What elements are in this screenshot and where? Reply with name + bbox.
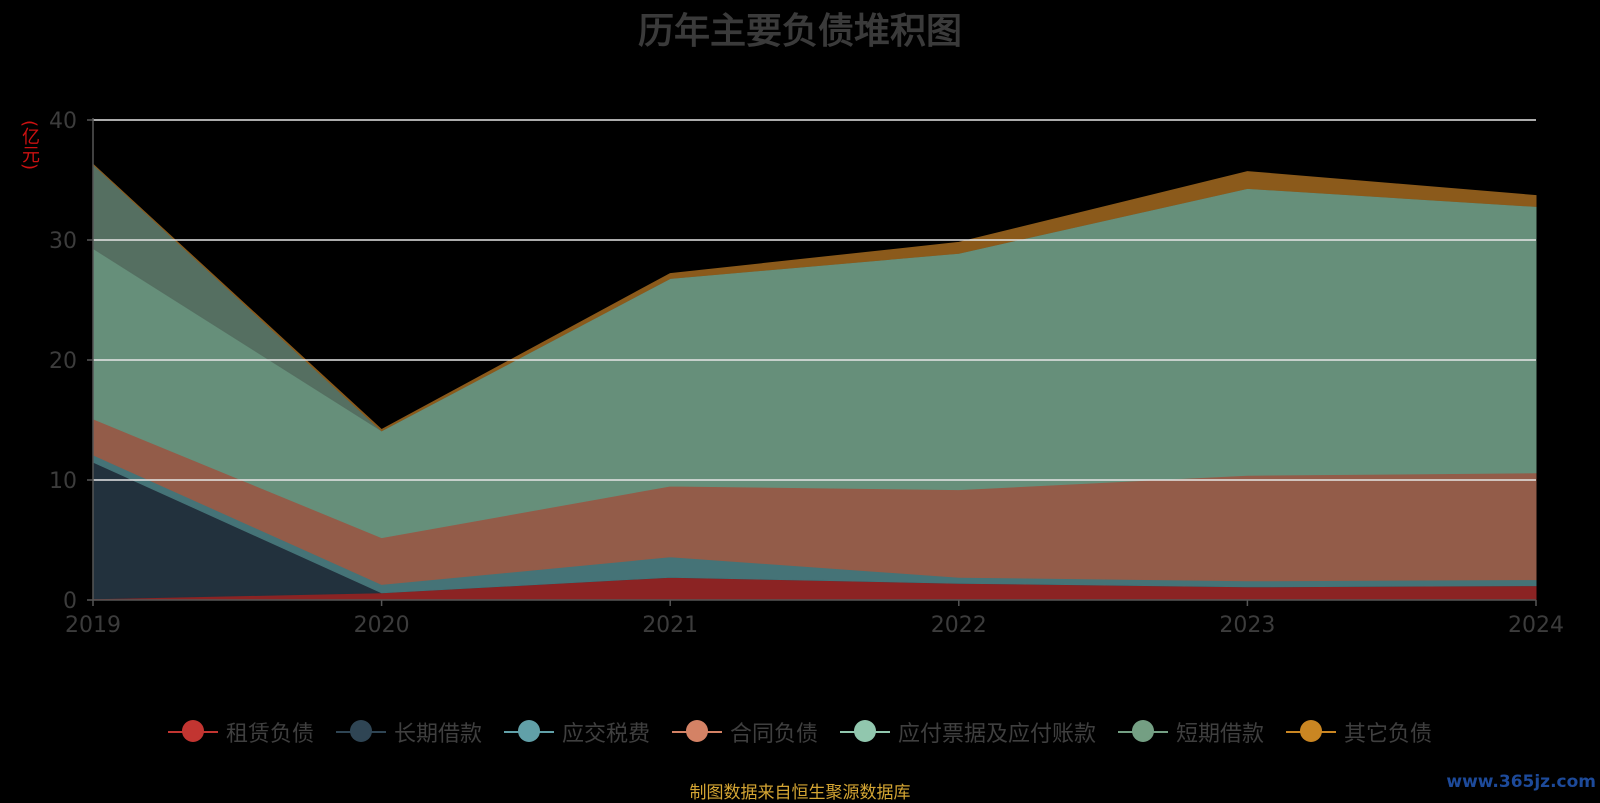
legend-label: 应付票据及应付账款 xyxy=(898,722,1097,747)
x-tick-label: 2021 xyxy=(642,613,698,638)
y-tick-label: 30 xyxy=(49,229,77,254)
legend-label: 租赁负债 xyxy=(225,722,314,747)
legend-item[interactable]: 合同负债 xyxy=(671,716,818,748)
legend-marker-icon xyxy=(1286,719,1337,745)
x-tick-label: 2024 xyxy=(1508,613,1564,638)
legend-item[interactable]: 长期借款 xyxy=(335,716,482,748)
legend-label: 其它负债 xyxy=(1344,722,1433,747)
series-areas xyxy=(92,163,1537,601)
legend-item[interactable]: 应付票据及应付账款 xyxy=(840,716,1096,748)
legend-label: 应交税费 xyxy=(561,722,650,747)
legend-label: 合同负债 xyxy=(729,722,818,747)
watermark: www.365jz.com xyxy=(1446,772,1596,792)
legend-item[interactable]: 其它负债 xyxy=(1286,716,1432,748)
x-tick-label: 2023 xyxy=(1219,613,1275,638)
x-tick-label: 2020 xyxy=(354,613,410,638)
x-tick-label: 2022 xyxy=(931,613,987,638)
tick-labels: 0 10 20 30 40 2019 2020 2021 2022 2023 2024 xyxy=(49,109,1564,638)
y-axis-unit-label: (亿元) xyxy=(19,120,40,171)
gridlines xyxy=(93,119,1536,481)
legend-item[interactable]: 租赁负债 xyxy=(167,716,314,748)
series-area-7 xyxy=(92,164,1537,432)
legend-label: 短期借款 xyxy=(1176,722,1265,747)
legend-marker-icon xyxy=(671,719,722,745)
y-tick-label: 0 xyxy=(63,589,77,614)
source-note: 制图数据来自恒生聚源数据库 xyxy=(689,783,911,803)
y-tick-label: 10 xyxy=(49,469,77,494)
legend: 租赁负债 长期借款 应交税费 合同负债 应付票据及应付账款 短期借款 其它负债 xyxy=(0,716,1600,748)
legend-marker-icon xyxy=(840,719,890,745)
legend-marker-icon xyxy=(1118,719,1169,745)
y-tick-label: 40 xyxy=(49,109,77,134)
axes xyxy=(92,118,1536,601)
chart-title: 历年主要负债堆积图 xyxy=(637,11,962,52)
legend-marker-icon xyxy=(335,719,386,745)
legend-label: 长期借款 xyxy=(393,722,482,747)
y-tick-label: 20 xyxy=(49,349,77,374)
x-tick-label: 2019 xyxy=(65,613,121,638)
legend-marker-icon xyxy=(167,719,218,745)
legend-marker-icon xyxy=(503,719,554,745)
legend-item[interactable]: 短期借款 xyxy=(1118,716,1264,748)
legend-item[interactable]: 应交税费 xyxy=(503,716,650,748)
